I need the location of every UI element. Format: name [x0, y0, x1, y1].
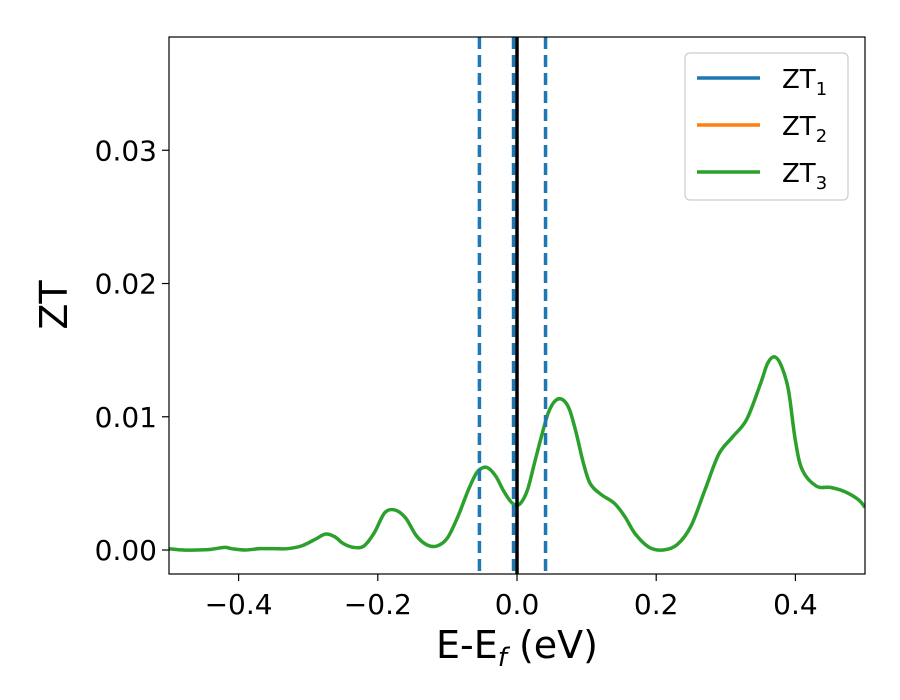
y-tick-label: 0.03	[95, 134, 157, 167]
x-tick-label: 0.0	[495, 588, 540, 621]
x-tick-label: 0.2	[634, 588, 679, 621]
y-axis-label: ZT	[32, 280, 76, 330]
series-line-zt3	[169, 355, 865, 552]
y-tick-label: 0.00	[95, 534, 157, 567]
x-tick-label: −0.2	[344, 588, 412, 621]
legend-label-zt1: ZT1	[782, 65, 827, 100]
legend-label-zt2: ZT2	[782, 112, 827, 147]
axis-ticks: −0.4 −0.2 0.0 0.2 0.4 0.00 0.01 0.02 0.03	[95, 134, 818, 621]
x-axis-label: E-Ef (eV)	[436, 623, 598, 673]
y-tick-label: 0.02	[95, 268, 157, 301]
legend-box	[684, 52, 849, 201]
legend: ZT1 ZT2 ZT3	[684, 52, 849, 201]
legend-label-zt3: ZT3	[782, 159, 827, 194]
plot-data-layer	[169, 37, 865, 574]
x-tick-label: 0.4	[773, 588, 818, 621]
y-tick-label: 0.01	[95, 401, 157, 434]
x-tick-label: −0.4	[205, 588, 273, 621]
